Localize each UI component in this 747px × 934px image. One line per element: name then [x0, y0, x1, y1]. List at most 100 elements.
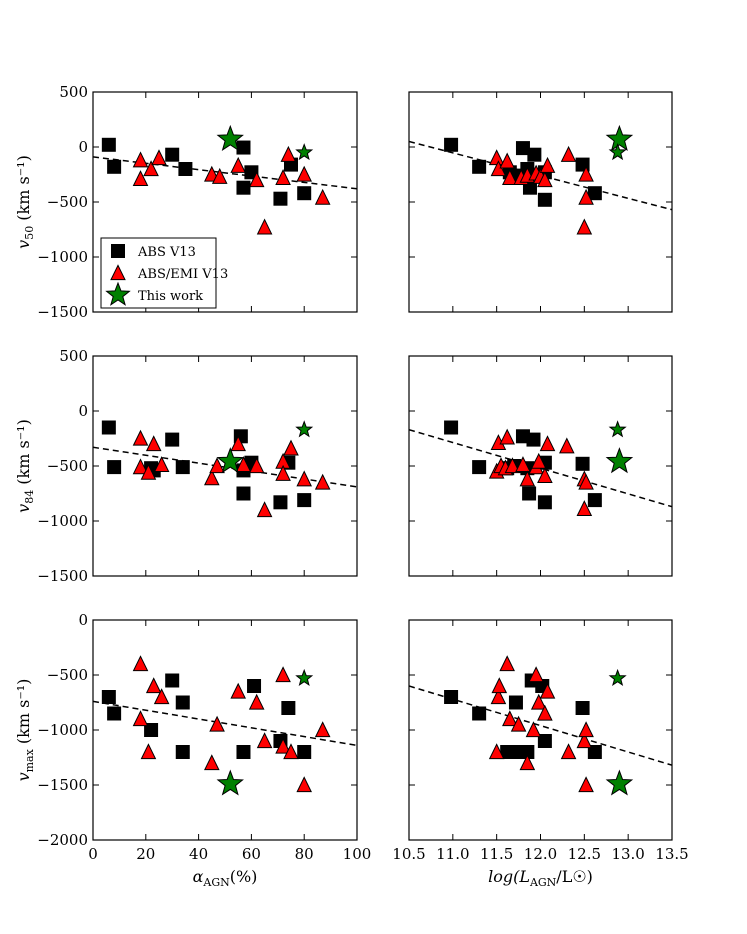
- abs-v13-point: [101, 690, 116, 704]
- y-tick-label: −1000: [37, 721, 88, 739]
- abs-v13-point: [522, 486, 537, 501]
- y-label-text: vmax (km s⁻¹): [14, 679, 36, 782]
- abs-emi-v13-point: [490, 688, 507, 705]
- legend-label: This work: [138, 289, 203, 304]
- abs-emi-v13-point: [537, 171, 553, 188]
- abs-emi-v13-point: [275, 666, 291, 683]
- abs-emi-v13-point: [530, 452, 547, 469]
- abs-v13-point: [575, 456, 590, 471]
- abs-emi-v13-point: [499, 655, 515, 672]
- this-work-point: [608, 420, 627, 438]
- abs-v13-point: [165, 432, 180, 447]
- x-tick-label: 40: [189, 845, 208, 863]
- abs-emi-v13-point: [132, 429, 149, 446]
- y-tick-label: −1500: [37, 303, 88, 321]
- abs-emi-v13-point: [539, 682, 556, 699]
- abs-emi-v13-point: [143, 160, 159, 177]
- abs-v13-point: [175, 460, 190, 475]
- abs-emi-v13-point: [275, 464, 291, 481]
- x-tick-label: 100: [343, 845, 372, 863]
- abs-emi-v13-point: [296, 470, 313, 487]
- abs-emi-v13-point: [578, 721, 594, 738]
- abs-v13-point: [175, 695, 190, 710]
- y-label-text: v50 (km s⁻¹): [14, 155, 36, 249]
- abs-emi-v13-point: [203, 754, 220, 771]
- y-tick-label: 500: [59, 347, 88, 365]
- abs-emi-v13-point: [248, 457, 265, 474]
- this-work-point: [608, 143, 627, 161]
- abs-emi-v13-point: [490, 160, 507, 177]
- x-axis-label-base: α: [193, 867, 204, 886]
- abs-emi-v13-point: [539, 156, 556, 173]
- abs-v13-point: [472, 460, 487, 475]
- abs-emi-v13-point: [145, 677, 162, 694]
- x-tick-label: 80: [295, 845, 314, 863]
- abs-v13-point: [175, 745, 190, 759]
- abs-v13-point: [273, 495, 288, 510]
- y-label-text-tail: (km s⁻¹): [14, 679, 33, 750]
- abs-v13-point: [297, 745, 312, 759]
- fit-line: [409, 428, 672, 508]
- y-axis-label: v50 (km s⁻¹): [14, 155, 36, 249]
- plot-frame: [408, 355, 673, 577]
- marks: [93, 655, 357, 796]
- y-tick-label: −1500: [37, 567, 88, 585]
- this-work-point: [295, 420, 314, 438]
- legend-star-icon: [105, 281, 131, 306]
- abs-v13-point: [236, 140, 251, 155]
- abs-v13-point: [444, 420, 459, 435]
- abs-v13-point: [526, 432, 541, 447]
- abs-emi-v13-point: [510, 715, 527, 732]
- legend-label: ABS/EMI V13: [137, 267, 228, 282]
- abs-emi-v13-point: [578, 188, 594, 205]
- abs-v13-point: [537, 734, 552, 748]
- abs-v13-point: [281, 701, 296, 715]
- y-tick-label: 0: [78, 611, 88, 629]
- abs-emi-v13-point: [235, 456, 252, 473]
- abs-emi-v13-point: [499, 428, 515, 445]
- abs-emi-v13-point: [528, 666, 544, 683]
- marks: [409, 420, 672, 517]
- abs-emi-v13-point: [230, 682, 247, 699]
- abs-v13-point: [247, 679, 262, 693]
- abs-emi-v13-point: [203, 469, 220, 486]
- y-axis-label: vmax (km s⁻¹): [14, 679, 36, 782]
- abs-v13-point: [107, 460, 122, 475]
- abs-emi-v13-point: [132, 458, 149, 475]
- y-label-text-sub: 50: [23, 226, 36, 240]
- x-axis-label: log(LAGN/L☉): [488, 867, 593, 889]
- panel-alpha-vmax: 0 20 40 60 80 100 0 −500 −1000 −1500 −2000 vmax (km…: [14, 611, 371, 889]
- panel-alpha-v84: 500 0 −500 −1000 −1500 v84 (km s⁻¹): [14, 347, 358, 585]
- abs-emi-v13-point: [132, 710, 149, 727]
- abs-v13-point: [587, 186, 602, 201]
- legend-square-icon: [111, 244, 125, 258]
- abs-v13-point: [273, 191, 288, 206]
- abs-emi-v13-point: [248, 693, 265, 710]
- abs-emi-v13-point: [515, 456, 531, 473]
- x-tick-label: 13.5: [655, 845, 688, 863]
- abs-v13-point: [178, 162, 193, 176]
- this-work-point: [216, 769, 244, 796]
- x-tick-label: 13.0: [611, 845, 644, 863]
- abs-v13-point: [165, 673, 180, 688]
- y-tick-label: −2000: [37, 831, 88, 849]
- abs-emi-v13-point: [211, 167, 228, 184]
- y-label-text: v84 (km s⁻¹): [14, 419, 36, 513]
- abs-emi-v13-point: [314, 473, 331, 490]
- abs-emi-v13-point: [491, 677, 508, 694]
- abs-v13-point: [144, 723, 159, 737]
- abs-emi-v13-point: [283, 439, 299, 456]
- abs-emi-v13-point: [499, 152, 515, 169]
- y-tick-label: −1000: [37, 248, 88, 266]
- x-axis-label-tail: /L☉): [556, 867, 593, 886]
- abs-v13-point: [587, 493, 602, 508]
- abs-emi-v13-point: [256, 732, 273, 749]
- abs-v13-point: [297, 493, 312, 508]
- abs-v13-point: [236, 180, 251, 195]
- abs-emi-v13-point: [256, 501, 273, 518]
- this-work-point: [295, 668, 314, 686]
- plot-frame: [408, 91, 673, 313]
- this-work-point: [605, 769, 634, 796]
- y-label-text-sub: 84: [23, 490, 36, 504]
